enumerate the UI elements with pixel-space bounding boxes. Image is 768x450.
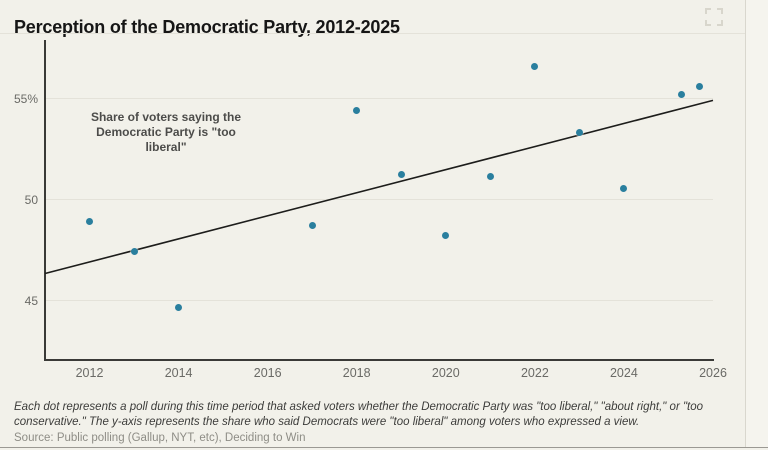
data-point[interactable]	[397, 171, 405, 179]
data-point[interactable]	[442, 231, 450, 239]
bottom-divider	[0, 447, 768, 448]
y-axis-line	[44, 40, 46, 360]
data-point[interactable]	[486, 173, 494, 181]
x-tick-label-2024: 2024	[609, 366, 638, 380]
x-tick-label-2020: 2020	[431, 366, 460, 380]
card-right-margin	[745, 0, 768, 447]
data-point[interactable]	[620, 185, 628, 193]
data-point[interactable]	[175, 304, 183, 312]
source-line: Source: Public polling (Gallup, NYT, etc…	[14, 432, 306, 444]
y-gridline-55	[45, 98, 713, 100]
y-tick-label-45: 45	[24, 293, 38, 308]
y-gridline-50	[45, 199, 713, 200]
data-point[interactable]	[678, 90, 686, 98]
data-point[interactable]	[531, 62, 539, 70]
fullscreen-button[interactable]	[703, 7, 725, 29]
chart-annotation: Share of voters saying the Democratic Pa…	[90, 110, 242, 154]
x-tick-label-2018: 2018	[342, 366, 371, 380]
data-point[interactable]	[130, 247, 138, 255]
chart-footnote: Each dot represents a poll during this t…	[14, 401, 704, 428]
fullscreen-expand-icon	[705, 8, 723, 26]
y-gridline-45	[45, 299, 713, 301]
x-tick-label-2016: 2016	[253, 366, 282, 380]
x-tick-label-2012: 2012	[75, 366, 104, 380]
data-point[interactable]	[353, 106, 361, 114]
x-axis-line	[44, 359, 714, 361]
y-tick-label-55: 55%	[13, 92, 38, 107]
data-point[interactable]	[86, 217, 93, 225]
page-title: Perception of the Democratic Party, 2012…	[14, 17, 400, 38]
x-tick-label-2022: 2022	[520, 366, 549, 380]
data-point[interactable]	[308, 221, 316, 229]
data-point[interactable]	[696, 82, 704, 90]
header-divider	[0, 33, 745, 34]
x-tick-label-2026: 2026	[699, 366, 727, 380]
x-tick-label-2014: 2014	[164, 366, 193, 380]
data-point[interactable]	[575, 129, 583, 137]
y-tick-label-50: 50	[24, 193, 38, 207]
